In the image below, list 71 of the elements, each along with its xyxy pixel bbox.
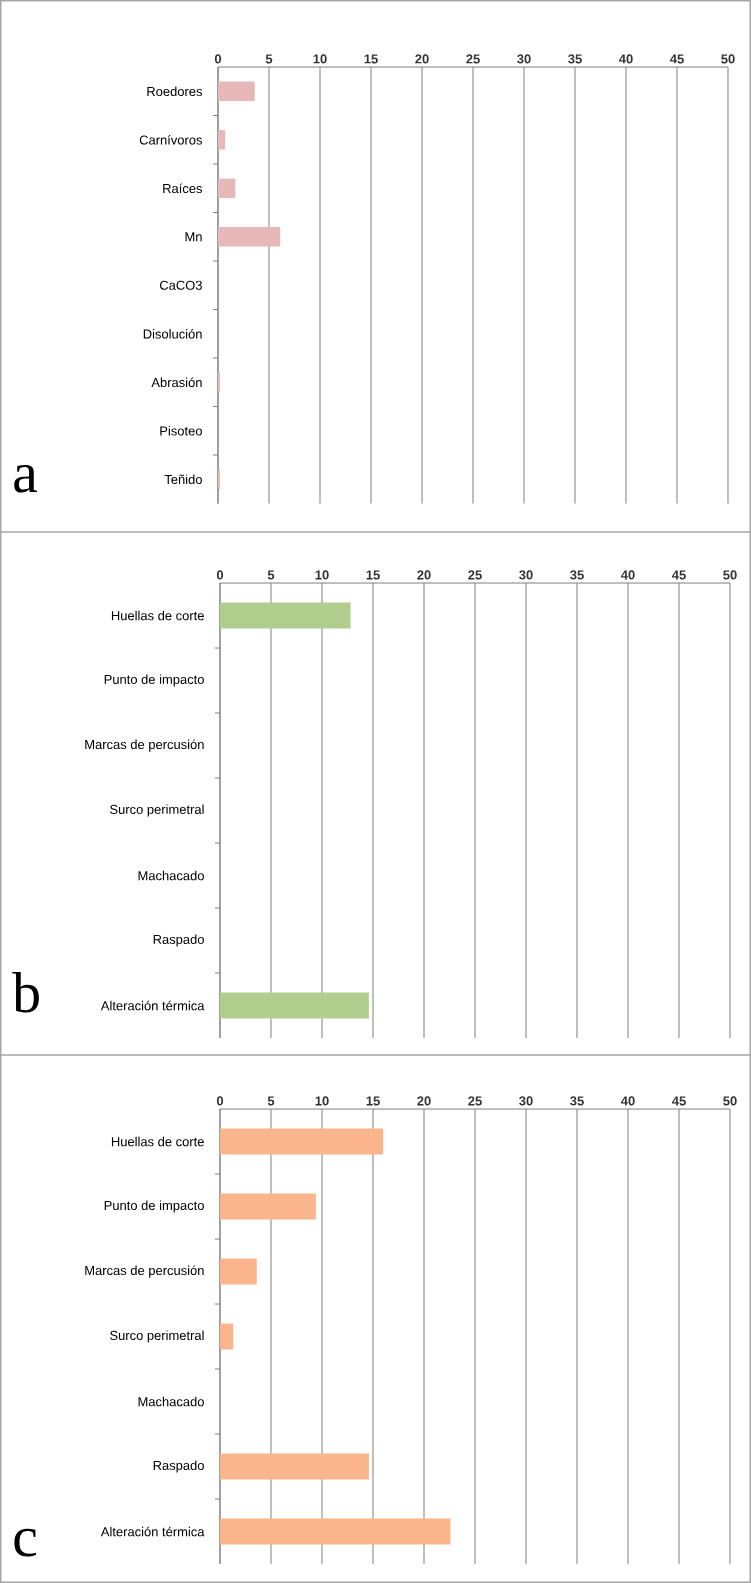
x-tick-label: 15 [366, 1096, 380, 1106]
x-tick-label: 20 [415, 54, 429, 64]
x-tick-label: 0 [214, 54, 222, 64]
x-tick-label: 40 [619, 54, 633, 64]
x-tick-label: 0 [216, 570, 224, 580]
y-tick-label: Raspado [153, 1460, 204, 1473]
x-tick-label: 30 [519, 1096, 533, 1106]
y-tick-label: Raíces [163, 183, 203, 194]
x-tick-label: 10 [315, 570, 329, 580]
x-tick-label: 20 [417, 1096, 431, 1106]
bar [218, 81, 255, 101]
x-tick-label: 30 [519, 570, 533, 580]
text: b [12, 971, 39, 1013]
x-tick-label: 15 [366, 570, 380, 580]
bar [218, 178, 236, 198]
x-tick-label: 30 [517, 54, 531, 64]
y-tick-label: Abrasión [151, 377, 202, 388]
x-tick-label: 40 [621, 570, 635, 580]
x-tick-label: 10 [315, 1096, 329, 1106]
x-tick-label: 50 [723, 1096, 737, 1106]
y-tick-label: CaCO3 [159, 280, 202, 290]
x-tick-label: 25 [468, 570, 482, 580]
y-tick-label: Disolución [143, 328, 202, 339]
bar [220, 1323, 234, 1350]
bar [220, 1258, 257, 1285]
text: a [14, 464, 38, 493]
x-tick-label: 35 [568, 54, 582, 64]
bar [220, 1193, 316, 1220]
x-tick-label: 35 [570, 1096, 584, 1106]
y-tick-label: Alteración térmica [100, 1000, 205, 1011]
x-tick-label: 5 [265, 54, 273, 64]
y-tick-label: Pisoteo [160, 426, 202, 436]
bar [220, 1128, 384, 1155]
y-tick-label: Mn [185, 232, 202, 242]
bar [218, 372, 221, 392]
bar [218, 227, 281, 247]
y-tick-label: Carnívoros [139, 134, 203, 145]
x-tick-label: 0 [216, 1096, 224, 1106]
x-tick-label: 35 [570, 570, 584, 580]
y-tick-label: Alteración térmica [100, 1526, 205, 1537]
x-tick-label: 25 [466, 54, 480, 64]
text: c [14, 1528, 37, 1557]
y-tick-label: Surco perimetral [110, 804, 204, 817]
x-tick-label: 45 [672, 570, 686, 580]
y-tick-label: Machacado [138, 1396, 204, 1407]
x-tick-label: 10 [313, 54, 327, 64]
bar [218, 130, 226, 150]
y-tick-label: Punto de impacto [104, 674, 204, 687]
y-tick-label: Punto de impacto [104, 1200, 204, 1213]
x-tick-label: 15 [364, 54, 378, 64]
y-tick-label: Machacado [138, 870, 204, 881]
x-tick-label: 5 [267, 570, 275, 580]
y-tick-label: Huellas de corte [111, 1136, 204, 1147]
y-tick-label: Surco perimetral [110, 1330, 204, 1343]
x-tick-label: 50 [723, 570, 737, 580]
bar [220, 1453, 369, 1480]
x-tick-label: 45 [672, 1096, 686, 1106]
x-tick-label: 25 [468, 1096, 482, 1106]
bar [218, 469, 221, 489]
x-tick-label: 50 [721, 54, 735, 64]
y-tick-label: Raspado [153, 934, 204, 947]
x-tick-label: 5 [267, 1096, 275, 1106]
x-tick-label: 45 [670, 54, 684, 64]
y-tick-label: Marcas de percusión [85, 739, 204, 752]
y-tick-label: Roedores [147, 86, 203, 97]
y-tick-label: Teñido [164, 474, 202, 485]
y-tick-label: Huellas de corte [111, 610, 204, 621]
bar [220, 1518, 451, 1545]
x-tick-label: 20 [417, 570, 431, 580]
y-tick-label: Marcas de percusión [85, 1265, 204, 1278]
x-tick-label: 40 [621, 1096, 635, 1106]
